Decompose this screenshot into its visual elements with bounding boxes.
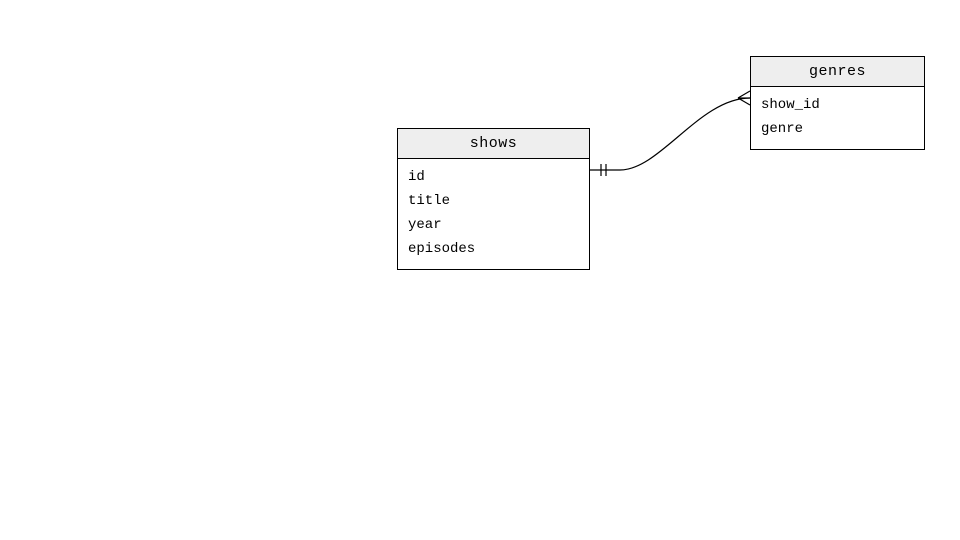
field-shows-id: id: [408, 165, 579, 189]
relationship-path: [590, 98, 750, 170]
endpoint-one-icon: [601, 164, 606, 176]
entity-genres-header: genres: [751, 57, 924, 87]
entity-shows-header: shows: [398, 129, 589, 159]
endpoint-many-icon: [738, 91, 750, 105]
entity-shows-body: id title year episodes: [398, 159, 589, 269]
field-shows-year: year: [408, 213, 579, 237]
entity-shows: shows id title year episodes: [397, 128, 590, 270]
field-genres-show-id: show_id: [761, 93, 914, 117]
field-shows-title: title: [408, 189, 579, 213]
entity-genres: genres show_id genre: [750, 56, 925, 150]
entity-genres-body: show_id genre: [751, 87, 924, 149]
field-genres-genre: genre: [761, 117, 914, 141]
field-shows-episodes: episodes: [408, 237, 579, 261]
